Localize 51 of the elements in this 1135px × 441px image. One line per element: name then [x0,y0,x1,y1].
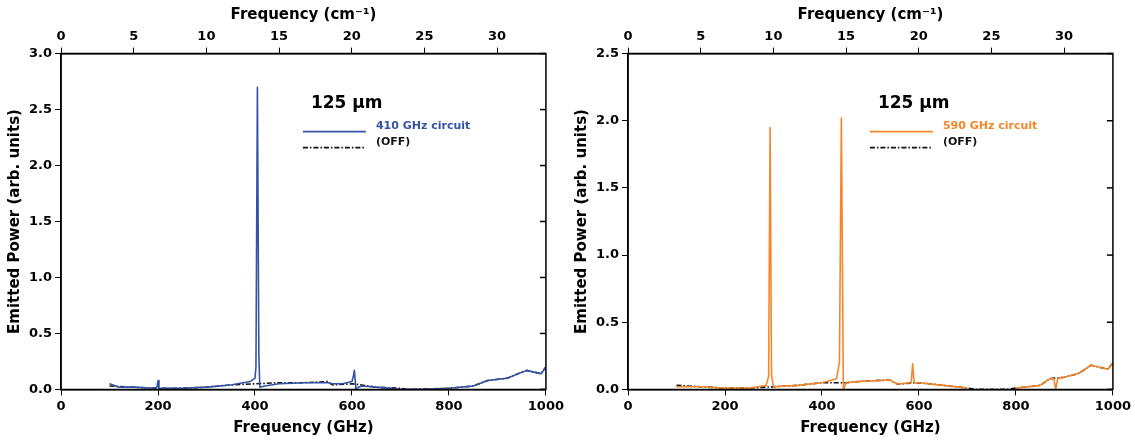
y-tick-label: 0.5 [29,324,53,340]
x2-tick-label: 0 [623,28,633,44]
x-tick-label: 600 [905,397,933,413]
text: (OFF) [375,135,411,149]
y-axis-title: Emitted Power (arb. units) [571,109,590,334]
x2-tick-label: 10 [197,28,216,44]
x-axis-title: Frequency (GHz) [800,417,941,436]
x2-tick-label: 25 [415,28,434,44]
x-tick-label: 200 [711,397,739,413]
x2-tick-label: 25 [982,28,1001,44]
text: 410 GHz circuit [375,119,471,133]
x-tick-label: 1000 [1094,397,1131,413]
y-tick-label: 1.5 [29,212,53,228]
y-tick-label: 1.0 [596,246,620,262]
y-tick-label: 2.5 [596,44,620,60]
x-tick-label: 400 [808,397,836,413]
y-tick-label: 1.0 [29,268,53,284]
x2-tick-label: 15 [270,28,289,44]
text: 590 GHz circuit [942,119,1038,133]
x2-tick-label: 20 [909,28,928,44]
x2-tick-label: 15 [837,28,856,44]
x2-tick-label: 5 [129,28,139,44]
legend-title: 125 μm [310,92,383,113]
x2-tick-label: 0 [56,28,66,44]
x-tick-label: 0 [623,397,633,413]
x2-tick-label: 20 [342,28,361,44]
x2-tick-label: 30 [1055,28,1074,44]
x2-tick-label: 10 [764,28,783,44]
x-axis-title: Frequency (GHz) [233,417,374,436]
x2-tick-label: 5 [696,28,706,44]
y-axis-title: Emitted Power (arb. units) [4,109,23,334]
x-tick-label: 200 [144,397,172,413]
y-tick-label: 3.0 [29,44,53,60]
x-tick-label: 800 [435,397,463,413]
legend-title: 125 μm [877,92,950,113]
x2-axis-title: Frequency (cm⁻¹) [230,4,377,23]
x-tick-label: 800 [1002,397,1030,413]
y-tick-label: 0.0 [29,380,53,396]
y-tick-label: 0.5 [596,313,620,329]
x2-tick-label: 30 [488,28,507,44]
x-tick-label: 600 [338,397,366,413]
y-tick-label: 2.0 [29,156,53,172]
y-tick-label: 0.0 [596,380,620,396]
y-tick-label: 2.0 [596,112,620,128]
y-tick-label: 2.5 [29,100,53,116]
x-tick-label: 0 [56,397,66,413]
x-tick-label: 400 [241,397,269,413]
x2-axis-title: Frequency (cm⁻¹) [797,4,944,23]
text: (OFF) [942,135,978,149]
x-tick-label: 1000 [527,397,564,413]
y-tick-label: 1.5 [596,179,620,195]
